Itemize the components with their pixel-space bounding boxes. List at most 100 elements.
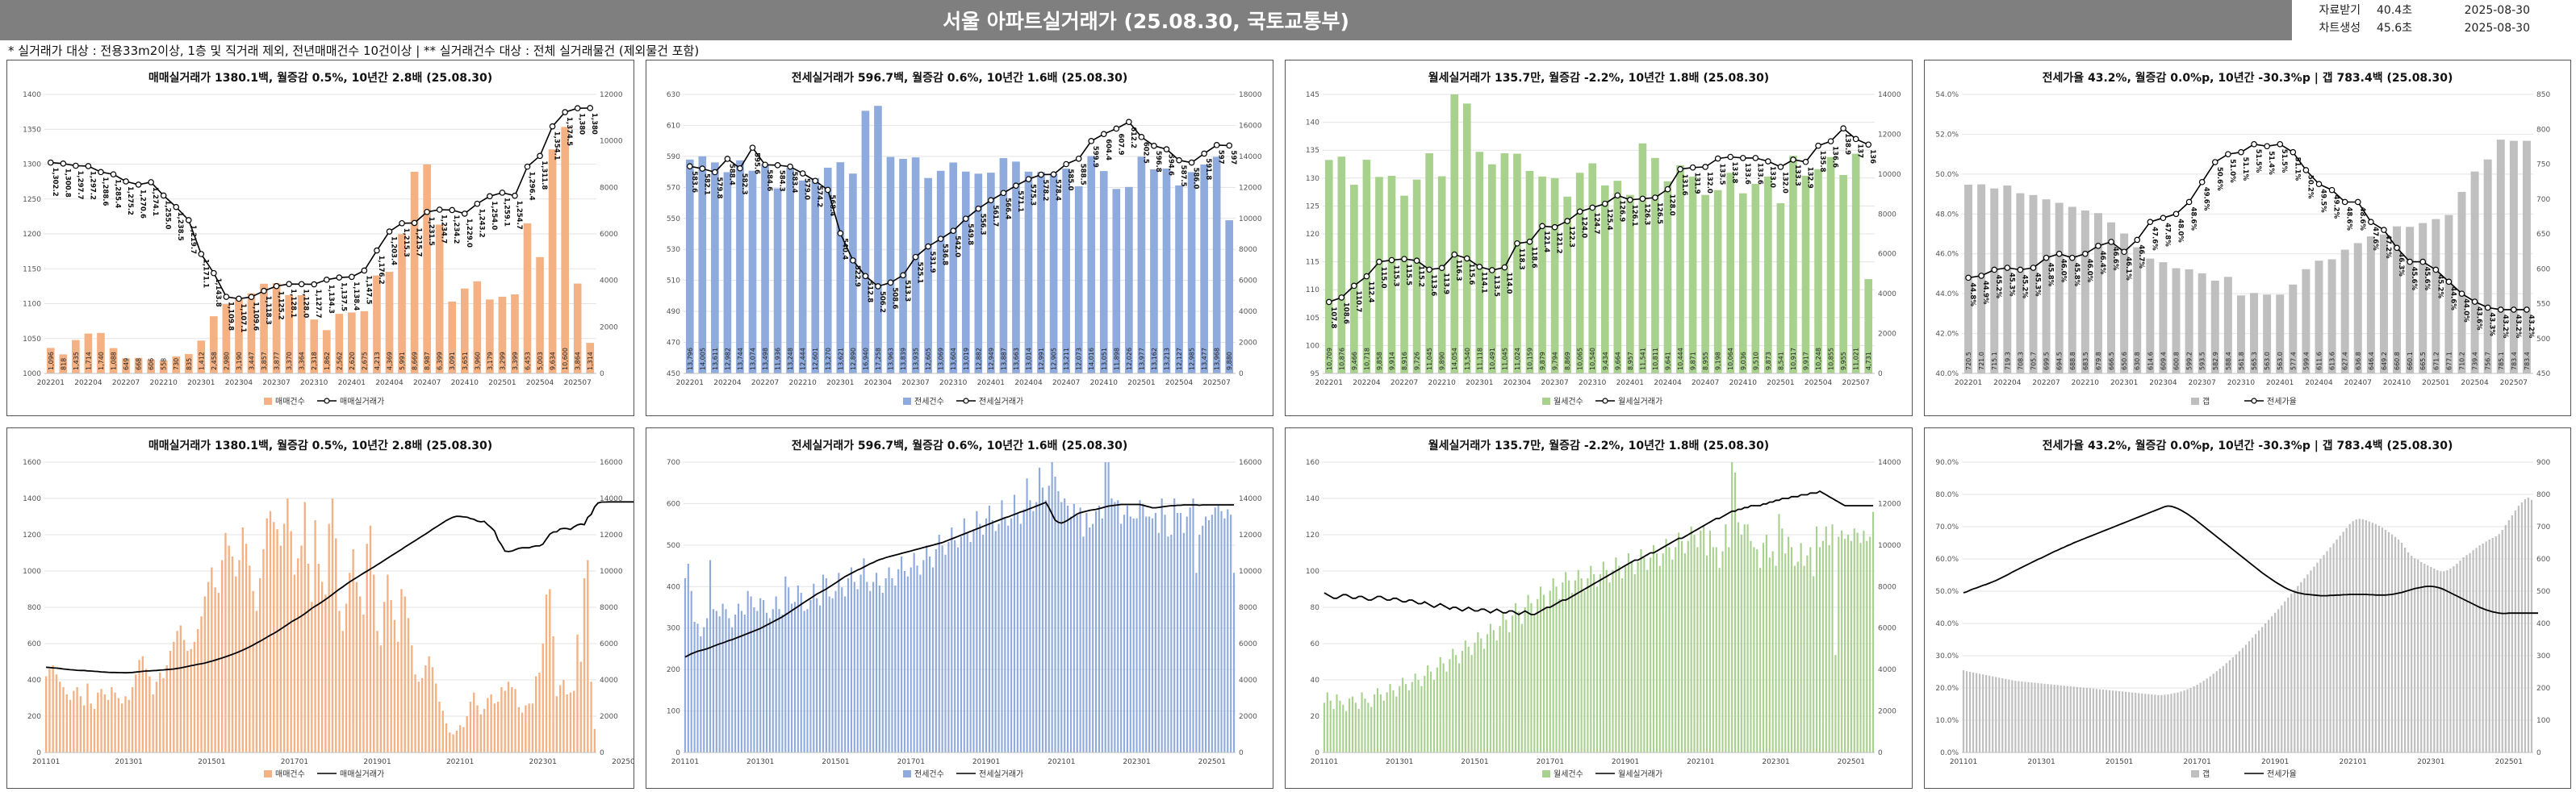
bar — [2151, 694, 2153, 752]
y-tick-label-right: 800 — [2536, 126, 2550, 134]
bar — [1595, 586, 1599, 752]
line-marker — [1852, 135, 1859, 143]
line-data-label: 118.3 — [1517, 248, 1525, 270]
bar — [1801, 175, 1810, 373]
y-tick-label-left: 550 — [667, 215, 680, 223]
bar — [800, 593, 802, 752]
bar — [1186, 516, 1188, 752]
bar — [1593, 573, 1595, 752]
line-marker — [2277, 140, 2284, 148]
bar — [2274, 612, 2277, 752]
bar — [184, 353, 193, 373]
line-data-label: 588.4 — [727, 164, 735, 185]
bar — [850, 567, 852, 752]
y-tick-label-right: 2000 — [600, 713, 618, 721]
bar — [901, 556, 903, 752]
bar — [2218, 669, 2221, 752]
bar — [1524, 607, 1526, 752]
line-marker — [2484, 304, 2491, 311]
bar — [311, 602, 313, 752]
bar — [1982, 674, 1984, 752]
bar — [822, 574, 825, 752]
bar — [1148, 516, 1151, 752]
line-marker — [2134, 236, 2141, 244]
bar — [2407, 552, 2410, 752]
line-data-label: 578.4 — [1054, 179, 1062, 201]
bar — [2209, 676, 2211, 752]
line-data-label: 45.3% — [2034, 273, 2042, 297]
bar — [172, 356, 181, 373]
x-tick-label: 202301 — [826, 379, 854, 387]
y-tick-label-right: 600 — [2536, 556, 2550, 564]
bar — [1577, 569, 1579, 752]
bar — [1568, 580, 1570, 752]
bar — [124, 696, 127, 752]
bar — [1348, 698, 1351, 752]
y-tick-label-left: 130 — [1306, 175, 1319, 183]
bar — [1700, 530, 1702, 752]
bar-data-label: 10,248 — [1815, 348, 1822, 370]
line-data-label: 133.6 — [1743, 163, 1751, 185]
bar — [1114, 502, 1116, 752]
bar — [2206, 678, 2208, 752]
line-data-label: 115.0 — [1379, 267, 1387, 289]
bar — [878, 586, 880, 752]
y-tick-label-left: 120 — [1306, 531, 1319, 540]
bar — [875, 573, 878, 752]
bar — [1004, 518, 1006, 752]
line-data-label: 1,234.2 — [452, 215, 460, 244]
bar — [1407, 690, 1410, 752]
bar — [490, 694, 492, 752]
bar-data-label: 10,917 — [1790, 348, 1797, 370]
line-data-label: 561.7 — [991, 205, 999, 227]
line-marker — [2511, 306, 2517, 313]
line-data-label: 126.3 — [1642, 203, 1650, 225]
bar — [891, 578, 893, 752]
bar — [1575, 173, 1584, 373]
bar — [2005, 678, 2007, 752]
line-data-label: 1,109.6 — [252, 302, 260, 331]
bar-data-label: 11,541 — [1639, 348, 1646, 370]
bar-data-label: 720.5 — [1965, 352, 1972, 370]
x-tick-label: 202210 — [2072, 379, 2100, 387]
bar — [1683, 553, 1686, 752]
bar — [2144, 694, 2147, 752]
bar — [1220, 511, 1223, 752]
x-tick-label: 201301 — [1386, 758, 1413, 766]
y-tick-label-left: 100 — [667, 708, 680, 716]
bar — [2444, 215, 2453, 373]
bar-data-label: 9,198 — [1715, 352, 1722, 370]
bar — [2222, 665, 2224, 752]
bar — [358, 596, 362, 752]
y-tick-label-right: 14000 — [1239, 153, 1262, 161]
line-data-label: 135.8 — [1818, 151, 1826, 173]
bar — [590, 682, 592, 752]
bar — [734, 615, 737, 752]
bar — [2511, 515, 2513, 752]
bar — [2332, 543, 2335, 752]
bar — [781, 615, 784, 752]
x-tick-label: 202301 — [529, 758, 557, 766]
bar — [740, 611, 742, 752]
bar-data-label: 609.4 — [2160, 352, 2167, 370]
bar — [238, 560, 240, 752]
bar — [2251, 637, 2254, 752]
bar — [2306, 574, 2309, 752]
line-marker — [1188, 159, 1195, 166]
bar — [1844, 539, 1846, 752]
bar — [285, 294, 293, 373]
bar — [2215, 671, 2218, 752]
bar — [2504, 525, 2507, 752]
bar — [2326, 551, 2328, 752]
bar — [152, 694, 154, 752]
y-tick-label-left: 30.0% — [1935, 652, 1959, 661]
bar — [93, 709, 96, 752]
line-data-label: 46.6% — [2111, 247, 2119, 271]
bar — [1550, 177, 1559, 373]
line-marker — [1802, 158, 1809, 165]
x-tick-label: 202307 — [901, 379, 929, 387]
x-tick-label: 202501 — [1767, 379, 1794, 387]
y-tick-label-right: 8000 — [1878, 211, 1896, 219]
bar — [2485, 541, 2487, 752]
bar — [507, 682, 510, 752]
